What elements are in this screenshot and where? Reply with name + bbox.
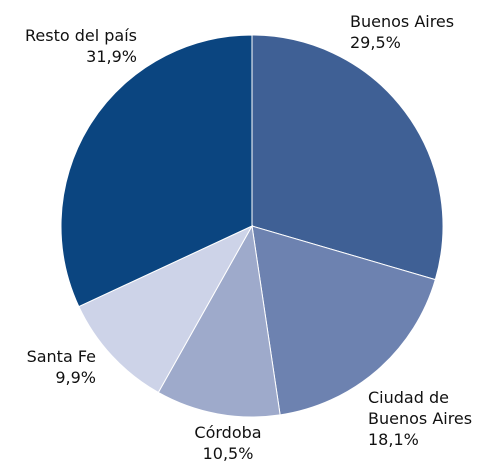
category-name: Buenos Aires	[350, 12, 455, 31]
value-label: 9,9%	[55, 368, 96, 387]
category-name: Resto del país	[25, 26, 137, 45]
value-label: 31,9%	[86, 47, 137, 66]
value-label: 18,1%	[368, 430, 419, 449]
pie-slice	[251, 225, 436, 416]
pie-slice	[60, 34, 253, 308]
slice-label: Buenos Aires 29,5%	[350, 11, 470, 53]
slice-label: Córdoba 10,5%	[170, 422, 286, 462]
value-label: 29,5%	[350, 33, 401, 52]
pie-slice	[157, 224, 281, 418]
pie-slice	[78, 224, 254, 394]
slice-label: Ciudad de Buenos Aires 18,1%	[368, 387, 483, 450]
slice-label: Resto del país 31,9%	[0, 25, 137, 67]
category-name: Córdoba	[194, 423, 262, 442]
category-name: Ciudad de Buenos Aires	[368, 388, 473, 428]
pie-slice	[251, 34, 444, 281]
category-name: Santa Fe	[26, 347, 96, 366]
slice-label: Santa Fe 9,9%	[0, 346, 96, 388]
value-label: 10,5%	[202, 444, 254, 462]
